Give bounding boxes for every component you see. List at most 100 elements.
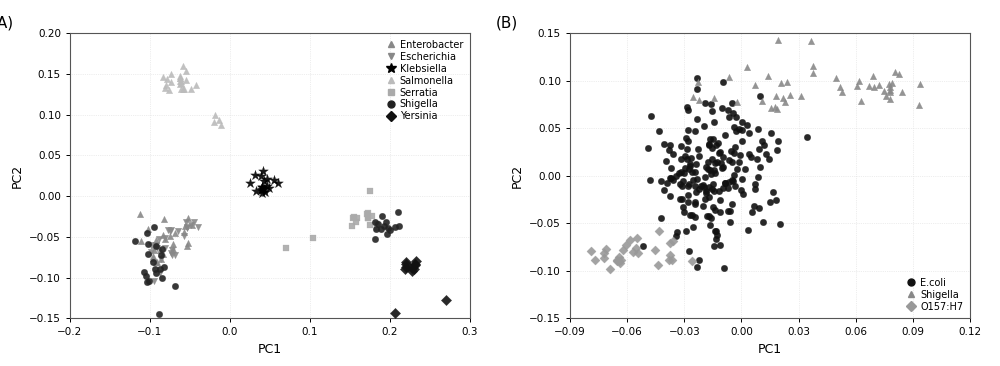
Point: [259, 176, 275, 182]
Point: [247, 172, 263, 178]
Point: [176, 86, 192, 92]
Point: [622, 237, 638, 243]
Point: [878, 94, 894, 100]
Point: [147, 266, 163, 272]
Point: [162, 228, 178, 234]
Point: [406, 266, 422, 272]
Point: [190, 224, 206, 229]
Point: [721, 157, 737, 163]
Point: [684, 169, 700, 175]
Point: [712, 197, 728, 203]
Point: [153, 252, 169, 258]
Point: [756, 142, 772, 148]
Point: [688, 189, 704, 195]
Point: [749, 156, 765, 162]
Point: [665, 177, 681, 183]
Point: [157, 245, 173, 251]
Point: [407, 261, 423, 267]
Point: [133, 238, 149, 244]
Point: [359, 212, 375, 217]
Point: [705, 205, 721, 210]
Point: [884, 80, 900, 86]
Point: [183, 86, 199, 92]
Legend: Enterobacter, Escherichia, Klebsiella, Salmonella, Serratia, Shigella, Yersinia: Enterobacter, Escherichia, Klebsiella, S…: [384, 38, 465, 123]
Point: [163, 250, 179, 256]
Point: [583, 248, 599, 254]
Point: [772, 221, 788, 227]
Point: [777, 99, 793, 105]
Point: [762, 199, 778, 205]
Point: [734, 119, 750, 125]
Point: [834, 89, 850, 94]
Point: [744, 209, 760, 214]
Point: [615, 247, 631, 253]
Point: [146, 242, 162, 248]
Point: [398, 259, 414, 265]
Point: [680, 138, 696, 143]
Point: [145, 255, 161, 261]
Point: [674, 195, 690, 201]
Point: [707, 160, 723, 166]
Point: [690, 146, 706, 152]
Point: [172, 75, 188, 81]
Point: [704, 156, 720, 162]
Point: [635, 243, 651, 249]
Point: [701, 141, 717, 147]
Point: [687, 128, 703, 134]
Point: [167, 230, 183, 236]
Point: [261, 186, 277, 191]
Point: [176, 229, 192, 235]
Point: [598, 246, 614, 251]
Point: [379, 231, 395, 237]
Point: [676, 170, 692, 176]
Point: [348, 219, 364, 224]
Point: [398, 264, 414, 270]
Point: [609, 258, 625, 264]
Point: [734, 127, 750, 133]
Point: [706, 243, 722, 249]
Point: [768, 93, 784, 99]
Point: [148, 259, 164, 265]
Point: [180, 240, 196, 246]
Point: [344, 223, 360, 229]
Point: [721, 74, 737, 80]
Point: [687, 169, 703, 175]
Point: [674, 183, 690, 189]
Point: [693, 183, 709, 188]
Point: [708, 142, 724, 147]
Point: [691, 257, 707, 263]
Point: [148, 270, 164, 276]
Point: [805, 63, 821, 68]
Point: [206, 119, 222, 125]
Point: [698, 190, 714, 196]
Point: [715, 184, 731, 190]
Point: [148, 237, 164, 243]
Point: [612, 259, 628, 265]
Point: [159, 76, 175, 82]
Point: [751, 146, 767, 152]
Point: [151, 311, 167, 317]
Point: [173, 81, 189, 86]
Point: [672, 196, 688, 202]
Point: [714, 165, 730, 171]
X-axis label: PC1: PC1: [258, 343, 282, 356]
Point: [754, 138, 770, 144]
Point: [254, 186, 270, 192]
Point: [596, 255, 612, 261]
Point: [179, 243, 195, 249]
Point: [689, 86, 705, 92]
Point: [743, 154, 759, 160]
Point: [699, 213, 715, 219]
Point: [345, 215, 361, 221]
Point: [703, 215, 719, 221]
Point: [148, 242, 164, 248]
Point: [630, 250, 646, 256]
Point: [172, 73, 188, 79]
Point: [704, 145, 720, 151]
Point: [266, 178, 282, 183]
Point: [175, 86, 191, 92]
Point: [782, 92, 798, 98]
Point: [254, 184, 270, 190]
Point: [689, 264, 705, 270]
Point: [672, 182, 688, 187]
